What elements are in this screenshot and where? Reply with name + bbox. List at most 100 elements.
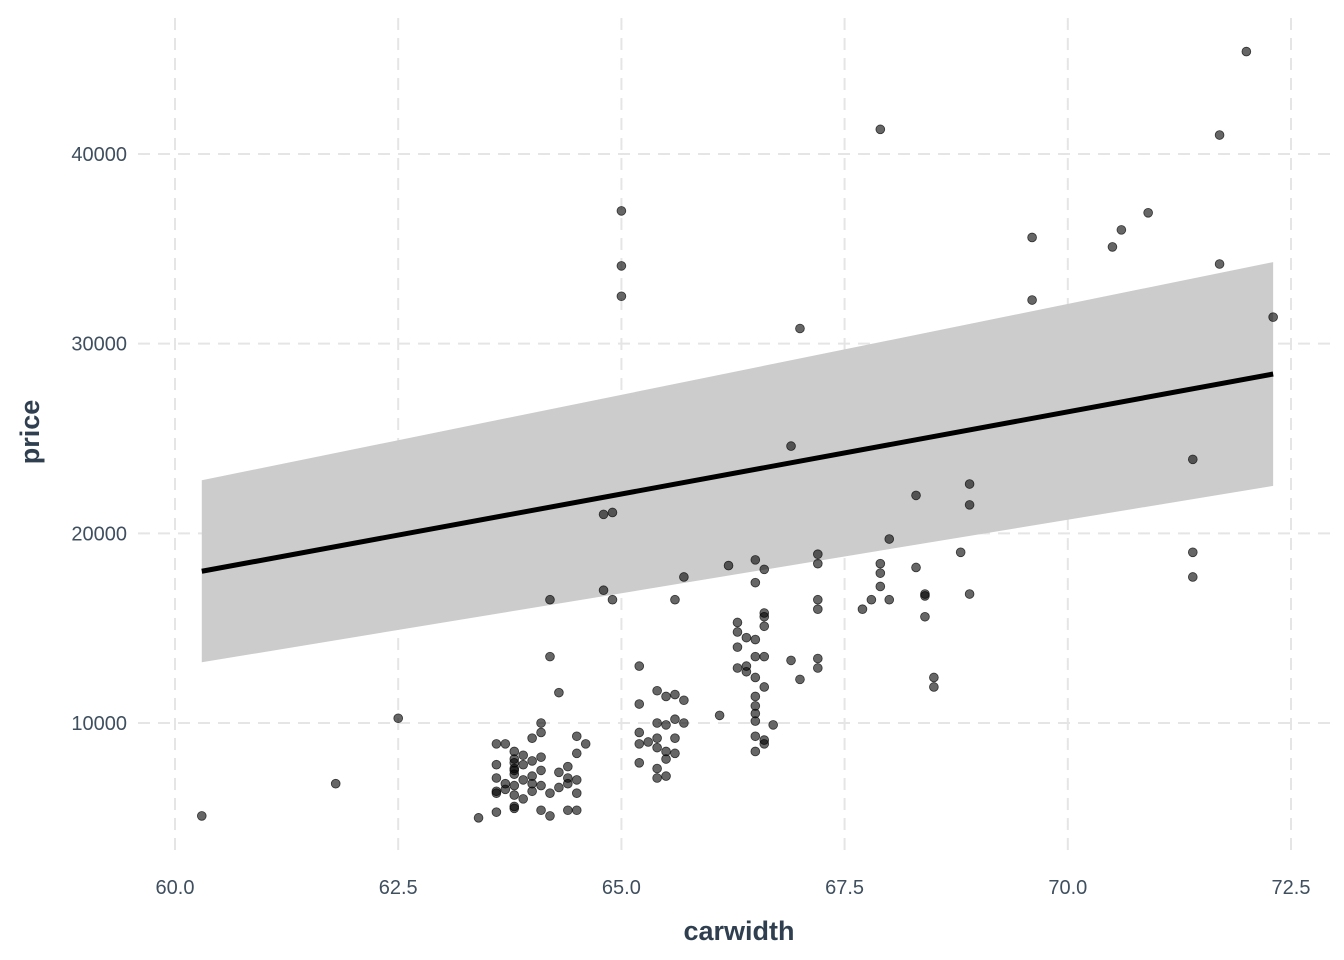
data-point — [884, 534, 895, 544]
data-point — [750, 731, 761, 742]
data-point — [571, 731, 582, 742]
data-point — [536, 765, 546, 776]
data-point — [634, 758, 645, 768]
data-point — [554, 782, 564, 793]
data-point — [509, 765, 520, 776]
data-point — [732, 617, 743, 628]
data-point — [554, 767, 564, 778]
data-point — [786, 655, 796, 666]
data-point — [955, 547, 966, 558]
data-point — [330, 778, 341, 789]
data-point — [652, 718, 662, 728]
data-point — [920, 591, 930, 601]
data-point — [1116, 225, 1127, 235]
data-point — [527, 733, 537, 743]
data-point — [750, 716, 761, 726]
data-point — [536, 752, 546, 762]
x-tick-label: 65.0 — [602, 877, 641, 899]
data-point — [491, 786, 502, 797]
data-point — [884, 594, 895, 605]
x-tick-label: 67.5 — [825, 877, 864, 899]
data-point — [1187, 572, 1198, 582]
data-point — [634, 727, 645, 738]
data-point — [491, 739, 502, 749]
data-point — [196, 811, 207, 821]
data-point — [813, 549, 823, 559]
data-point — [634, 699, 645, 709]
data-point — [929, 682, 939, 692]
data-point — [795, 674, 805, 685]
data-point — [571, 788, 582, 798]
data-point — [714, 710, 725, 721]
data-point — [866, 594, 877, 605]
data-point — [580, 739, 591, 749]
data-point — [759, 651, 770, 662]
data-point — [571, 805, 582, 816]
data-point — [1187, 454, 1198, 465]
data-point — [527, 778, 537, 789]
data-point — [670, 748, 680, 759]
data-point — [813, 594, 823, 605]
data-point — [911, 562, 921, 573]
data-point — [473, 813, 484, 823]
confidence-band — [201, 262, 1274, 663]
data-point — [795, 323, 805, 334]
data-point — [964, 589, 975, 599]
data-point — [661, 691, 671, 702]
data-point — [670, 689, 680, 700]
data-point — [652, 763, 662, 774]
data-point — [661, 754, 671, 764]
data-point — [518, 775, 528, 785]
data-point — [652, 742, 662, 753]
data-point — [1107, 242, 1118, 252]
data-point — [643, 737, 653, 747]
data-point — [500, 778, 511, 789]
data-point — [1214, 130, 1225, 140]
data-point — [598, 585, 609, 596]
data-point — [554, 687, 564, 698]
data-point — [545, 811, 555, 821]
data-point — [563, 761, 573, 772]
x-tick-label: 60.0 — [156, 877, 195, 899]
x-axis-title: carwidth — [683, 916, 794, 946]
data-point — [741, 632, 752, 643]
data-point — [652, 685, 662, 696]
data-point — [723, 560, 734, 571]
data-point — [679, 572, 689, 582]
data-point — [759, 621, 770, 632]
data-point — [750, 691, 761, 702]
data-point — [750, 555, 761, 565]
data-point — [563, 805, 573, 816]
data-point — [679, 718, 689, 728]
data-point — [661, 771, 671, 781]
data-point — [536, 780, 546, 791]
data-point — [920, 611, 930, 622]
data-point — [607, 507, 618, 518]
data-point — [1268, 312, 1278, 322]
data-point — [750, 651, 761, 662]
regression-line — [201, 371, 1274, 574]
x-tick-label: 72.5 — [1272, 877, 1311, 899]
data-point — [741, 666, 752, 677]
data-point — [509, 801, 520, 812]
data-point — [598, 509, 609, 520]
y-tick-label: 30000 — [71, 334, 127, 356]
data-point — [652, 773, 662, 783]
data-point — [670, 733, 680, 743]
data-point — [509, 790, 520, 800]
data-point — [679, 695, 689, 706]
data-point — [929, 672, 939, 683]
data-point — [545, 788, 555, 798]
data-point — [518, 750, 528, 761]
data-point — [750, 577, 761, 588]
y-axis-tick-labels: 10000 20000 30000 40000 — [71, 144, 127, 735]
data-point — [491, 807, 502, 817]
data-point — [536, 805, 546, 816]
data-point — [732, 627, 743, 637]
data-point — [509, 780, 520, 791]
data-point — [527, 756, 537, 766]
data-point — [875, 581, 886, 592]
y-tick-label: 10000 — [71, 713, 127, 735]
data-point — [500, 739, 511, 749]
